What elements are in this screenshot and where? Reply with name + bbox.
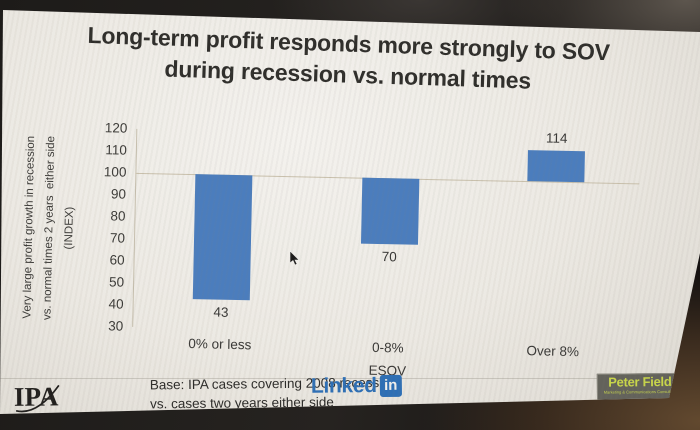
peter-field-tagline: Marketing & Communications Consultant xyxy=(603,388,677,395)
mouse-cursor-icon xyxy=(289,250,301,272)
linkedin-logo: Linked in xyxy=(311,374,402,399)
slide-edge-line xyxy=(0,378,700,379)
peter-field-name: Peter Field xyxy=(608,373,672,390)
ipa-logo: IPA xyxy=(13,380,65,414)
peter-field-logo: Peter Field Marketing & Communications C… xyxy=(596,372,684,401)
linkedin-wordmark: Linked xyxy=(310,374,377,398)
linkedin-in-badge-icon: in xyxy=(379,374,402,398)
